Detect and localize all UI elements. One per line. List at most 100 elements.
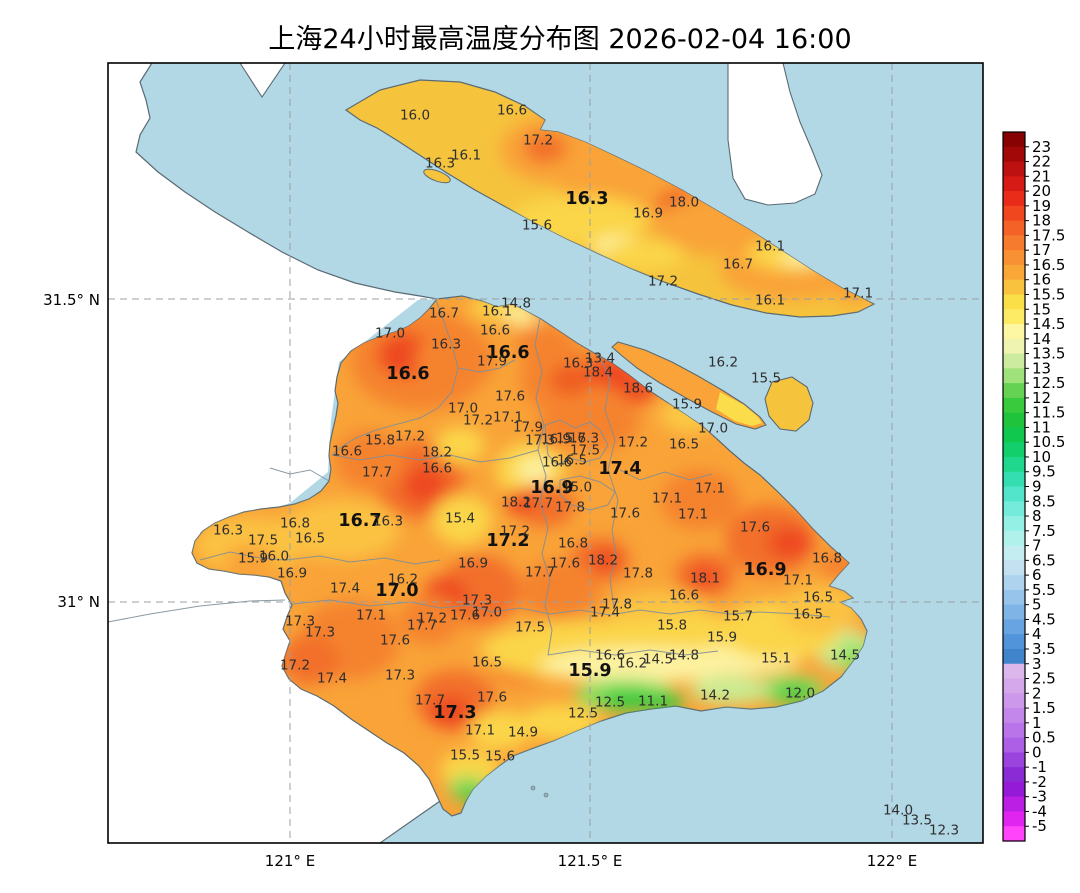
colorbar-tick-label: 5.5: [1032, 581, 1056, 599]
temp-label: 16.6: [542, 455, 572, 471]
temp-label: 16.3: [565, 189, 608, 209]
temp-label: 17.3: [525, 433, 555, 449]
temp-label: 17.6: [450, 608, 480, 624]
temp-label: 16.6: [497, 103, 527, 119]
colorbar-segment: [1003, 220, 1025, 236]
colorbar-segment: [1003, 146, 1025, 163]
colorbar-segment: [1003, 383, 1025, 399]
temp-label: 16.6: [422, 461, 452, 477]
temp-label: 16.6: [386, 364, 429, 384]
colorbar-tick-label: -4: [1032, 802, 1047, 820]
colorbar-tick-label: 16.5: [1032, 256, 1065, 274]
axis-labels: 31.5° N 31° N 121° E 121.5° E 122° E: [43, 291, 917, 870]
colorbar-segment: [1003, 737, 1025, 753]
temp-label: 17.2: [523, 133, 553, 149]
colorbar-segment: [1003, 678, 1025, 694]
colorbar-tick-label: 17: [1032, 241, 1051, 259]
temp-label: 16.6: [332, 444, 362, 460]
temp-label: 16.7: [338, 511, 381, 531]
colorbar-tick-label: 6.5: [1032, 551, 1056, 569]
temp-label: 17.6: [495, 389, 525, 405]
colorbar-tick-label: 17.5: [1032, 226, 1065, 244]
temp-label: 16.6: [480, 323, 510, 339]
x-axis-label: 121.5° E: [558, 852, 623, 870]
colorbar-segment: [1003, 176, 1025, 192]
small-islet: [423, 168, 451, 184]
temp-label: 16.6: [595, 648, 625, 664]
temp-label: 17.2: [500, 524, 530, 540]
temp-label: 18.2: [501, 495, 531, 511]
changxing-yellow-tip: [716, 392, 762, 426]
temp-label: 17.1: [356, 608, 386, 624]
temp-label: 18.6: [623, 381, 653, 397]
temp-label: 14.8: [669, 648, 699, 664]
colorbar-segment: [1003, 516, 1025, 532]
temp-label: 14.0: [883, 803, 913, 819]
temp-label: 16.8: [280, 516, 310, 532]
colorbar-segment: [1003, 456, 1025, 473]
colorbar-tick-label: -5: [1032, 817, 1047, 835]
colorbar-tick-label: 14.5: [1032, 315, 1065, 333]
temp-label: 17.7: [362, 465, 392, 481]
temp-label: 13.5: [902, 813, 932, 829]
colorbar-tick-label: 9.5: [1032, 463, 1056, 481]
colorbar-segment: [1003, 545, 1025, 561]
hengsha-island: [764, 376, 814, 432]
colorbar-tick-label: 3: [1032, 655, 1042, 673]
colorbar-segment: [1003, 604, 1025, 621]
temp-label: 17.2: [648, 274, 678, 290]
colorbar-segment: [1003, 722, 1025, 739]
colorbar-tick-label: 19: [1032, 197, 1051, 215]
temp-label: 17.6: [610, 506, 640, 522]
temp-label: 16.3: [425, 156, 455, 172]
colorbar-segment: [1003, 634, 1025, 650]
temp-label: 16.8: [812, 551, 842, 567]
temp-label: 17.1: [652, 491, 682, 507]
colorbar-segment: [1003, 781, 1025, 798]
temp-label: 17.2: [618, 435, 648, 451]
colorbar-tick-label: 13.5: [1032, 345, 1065, 363]
temp-label: 17.2: [395, 429, 425, 445]
colorbar-segment: [1003, 767, 1025, 783]
temp-label: 16.9: [458, 556, 488, 572]
temp-label: 17.4: [590, 605, 620, 621]
colorbar-tick-label: 16: [1032, 271, 1051, 289]
temp-label: 14.5: [830, 648, 860, 664]
temp-label: 12.5: [595, 695, 625, 711]
temp-label: 17.3: [462, 593, 492, 609]
temp-label: 17.3: [385, 668, 415, 684]
temp-label: 16.2: [708, 355, 738, 371]
temp-label: 14.8: [501, 296, 531, 312]
colorbar-segment: [1003, 412, 1025, 429]
temp-label: 17.2: [417, 611, 447, 627]
temp-label: 16.9: [277, 566, 307, 582]
temp-label: 15.5: [450, 748, 480, 764]
qidong-land: [727, 62, 823, 206]
mainland-temp-field: [195, 296, 867, 802]
temp-label: 17.4: [330, 581, 360, 597]
colorbar-segment: [1003, 338, 1025, 355]
temp-label: 17.4: [598, 459, 641, 479]
colorbar-segment: [1003, 235, 1025, 251]
temp-label: 16.5: [793, 607, 823, 623]
temp-label: 17.0: [448, 401, 478, 417]
colorbar-segment: [1003, 250, 1025, 266]
temp-label: 15.7: [556, 431, 586, 447]
colorbar-tick-label: 6: [1032, 566, 1042, 584]
temp-label: 17.7: [523, 496, 553, 512]
colorbar-tick-label: 22: [1032, 153, 1051, 171]
colorbar-segment: [1003, 486, 1025, 502]
temp-label: 16.7: [723, 257, 753, 273]
temp-label: 16.3: [563, 356, 593, 372]
colorbar-segment: [1003, 368, 1025, 384]
colorbar-tick-label: 11.5: [1032, 404, 1065, 422]
temp-label: 17.5: [515, 620, 545, 636]
colorbar-segment: [1003, 324, 1025, 340]
temp-label: 17.0: [472, 605, 502, 621]
colorbar-segment: [1003, 397, 1025, 414]
colorbar-tick-label: -2: [1032, 773, 1047, 791]
temp-label: 15.4: [445, 511, 475, 527]
temp-label: 17.7: [415, 693, 445, 709]
temp-label: 15.9: [672, 397, 702, 413]
